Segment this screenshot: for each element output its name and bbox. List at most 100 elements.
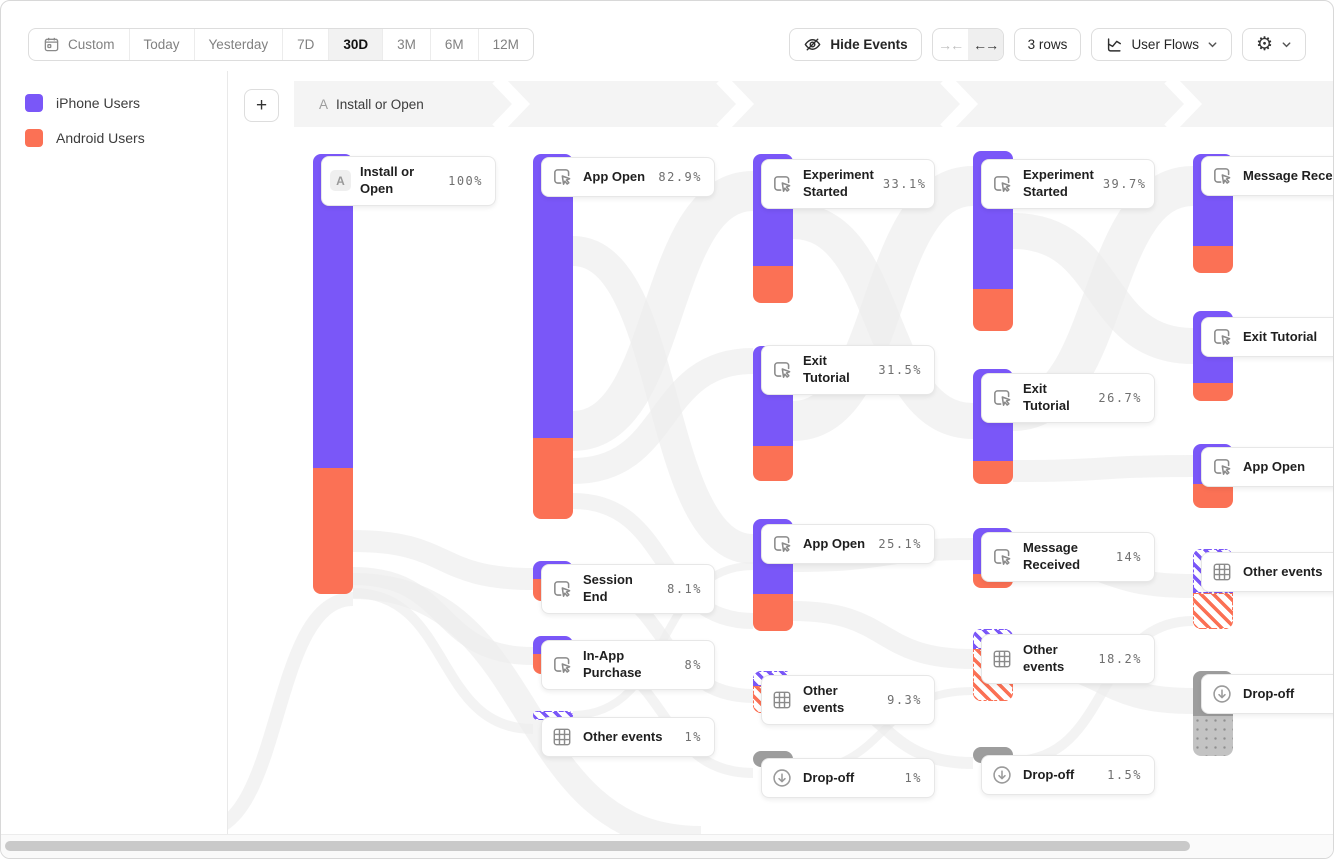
date-range-12m[interactable]: 12M <box>477 29 533 60</box>
flow-node-card[interactable]: Exit Tutorial 26.7% <box>981 373 1155 423</box>
date-range-label: Custom <box>68 37 115 52</box>
flow-node-card[interactable]: Exit Tutorial <box>1201 317 1333 357</box>
flow-node-card[interactable]: Drop-off 1.5% <box>981 755 1155 795</box>
flow-node-label: Session End <box>583 572 633 604</box>
flow-node-card[interactable]: Other events <box>1201 552 1333 592</box>
flow-node-card[interactable]: Exit Tutorial 31.5% <box>761 345 935 395</box>
start-step-badge: A <box>330 170 351 192</box>
flow-segment-gray-dots <box>1193 716 1233 756</box>
step-a-label: A Install or Open <box>319 81 424 127</box>
flow-node-card[interactable]: A Install or Open 100% <box>321 156 496 206</box>
step-name: Install or Open <box>336 96 424 112</box>
flow-segment-android <box>313 468 353 594</box>
flow-node-card[interactable]: Session End 8.1% <box>541 564 715 614</box>
flow-node-value: 8% <box>684 657 702 672</box>
drop-off-icon <box>770 766 794 790</box>
flow-node-value: 100% <box>448 173 483 188</box>
flow-node-card[interactable]: Drop-off <box>1201 674 1333 714</box>
legend-item-iphone[interactable]: iPhone Users <box>25 94 145 112</box>
chevron-down-icon <box>1281 39 1292 50</box>
flow-node-value: 33.1% <box>882 176 927 191</box>
flow-node-card[interactable]: Message Received <box>1201 156 1333 196</box>
flow-node-label: Install or Open <box>360 164 415 196</box>
flow-node-value: 1% <box>684 730 702 744</box>
click-event-icon <box>550 165 574 189</box>
flow-node-label: Message Received <box>1023 540 1081 572</box>
legend-item-android[interactable]: Android Users <box>25 129 145 147</box>
funnel-step-band[interactable]: A Install or Open <box>294 81 1333 127</box>
click-event-icon <box>770 532 794 556</box>
view-selector[interactable]: User Flows <box>1091 28 1232 61</box>
date-range-6m[interactable]: 6M <box>429 29 478 60</box>
iphone-color-swatch <box>25 94 43 112</box>
flow-node-label: Drop-off <box>1243 685 1295 701</box>
flow-node-card[interactable]: Drop-off 1% <box>761 758 935 798</box>
flow-node-label: Message Received <box>1243 167 1333 183</box>
step-chevron-separators <box>492 81 1203 127</box>
flow-node-label: Exit Tutorial <box>1243 328 1318 344</box>
flow-node-value: 82.9% <box>658 170 702 184</box>
flow-node-label: App Open <box>583 168 646 184</box>
flow-segment-iphone <box>533 154 573 438</box>
flow-node-card[interactable]: App Open 82.9% <box>541 157 715 197</box>
expand-columns-icon: ←→ <box>973 36 999 53</box>
flow-node-value: 1% <box>904 771 922 785</box>
date-range-today[interactable]: Today <box>128 29 194 60</box>
hide-events-button[interactable]: Hide Events <box>789 28 922 61</box>
flow-segment-android <box>1193 383 1233 401</box>
flow-node-label: App Open <box>803 535 866 551</box>
collapse-columns-button[interactable]: →← <box>933 29 968 60</box>
rows-button[interactable]: 3 rows <box>1013 28 1082 61</box>
flow-node-card[interactable]: Experiment Started 33.1% <box>761 159 935 209</box>
flow-node-value: 1.5% <box>1107 768 1142 782</box>
settings-button[interactable]: ⚙ <box>1241 28 1306 61</box>
date-range-7d[interactable]: 7D <box>282 29 328 60</box>
flow-segment-android <box>753 594 793 631</box>
flow-node-card[interactable]: Other events 1% <box>541 717 715 757</box>
other-events-grid-icon <box>1210 560 1234 584</box>
flow-node-card[interactable]: Other events 9.3% <box>761 675 935 725</box>
flow-segment-android <box>973 461 1013 484</box>
date-range-yesterday[interactable]: Yesterday <box>193 29 283 60</box>
flow-node-value: 31.5% <box>878 362 922 377</box>
date-range-group: Custom Today Yesterday 7D 30D 3M 6M 12M <box>28 28 534 61</box>
flow-node-card[interactable]: In-App Purchase 8% <box>541 640 715 690</box>
flow-node-card[interactable]: App Open <box>1201 447 1333 487</box>
flow-node-card[interactable]: Message Received 14% <box>981 532 1155 582</box>
flow-node-value: 39.7% <box>1102 176 1147 191</box>
rows-label: 3 rows <box>1027 37 1068 52</box>
flow-node-card[interactable]: Experiment Started 39.7% <box>981 159 1155 209</box>
flow-node-label: App Open <box>1243 458 1306 474</box>
drop-off-icon <box>1210 682 1234 706</box>
click-event-icon <box>770 358 794 382</box>
flow-node-bar[interactable] <box>533 154 573 519</box>
expand-columns-button[interactable]: ←→ <box>967 29 1003 60</box>
flow-node-value: 14% <box>1115 549 1142 564</box>
other-events-grid-icon <box>550 725 574 749</box>
sidebar-divider <box>227 71 228 836</box>
flow-node-value: 18.2% <box>1098 651 1142 666</box>
click-event-icon <box>550 577 574 601</box>
toolbar-right: Hide Events →← ←→ 3 rows User Flows ⚙ <box>789 28 1306 61</box>
flow-node-label: Drop-off <box>803 769 855 785</box>
other-events-grid-icon <box>990 647 1014 671</box>
date-range-3m[interactable]: 3M <box>382 29 430 60</box>
legend-label: iPhone Users <box>56 95 141 111</box>
drop-off-icon <box>990 763 1014 787</box>
view-selector-label: User Flows <box>1131 37 1199 52</box>
flow-node-label: Other events <box>803 683 845 715</box>
click-event-icon <box>1210 325 1234 349</box>
flow-node-label: Exit Tutorial <box>803 353 850 385</box>
toolbar: Custom Today Yesterday 7D 30D 3M 6M 12M … <box>28 28 1306 61</box>
date-range-custom[interactable]: Custom <box>29 29 129 60</box>
date-range-30d[interactable]: 30D <box>328 29 383 60</box>
flow-segment-android <box>973 289 1013 331</box>
flow-segment-android <box>1193 484 1233 508</box>
flow-node-card[interactable]: App Open 25.1% <box>761 524 935 564</box>
horizontal-scrollbar-thumb[interactable] <box>5 841 1190 851</box>
flow-node-card[interactable]: Other events 18.2% <box>981 634 1155 684</box>
add-step-button[interactable]: + <box>244 89 279 122</box>
flow-node-bar[interactable] <box>313 154 353 594</box>
calendar-icon <box>43 36 60 53</box>
flow-node-label: Other events <box>583 728 663 744</box>
